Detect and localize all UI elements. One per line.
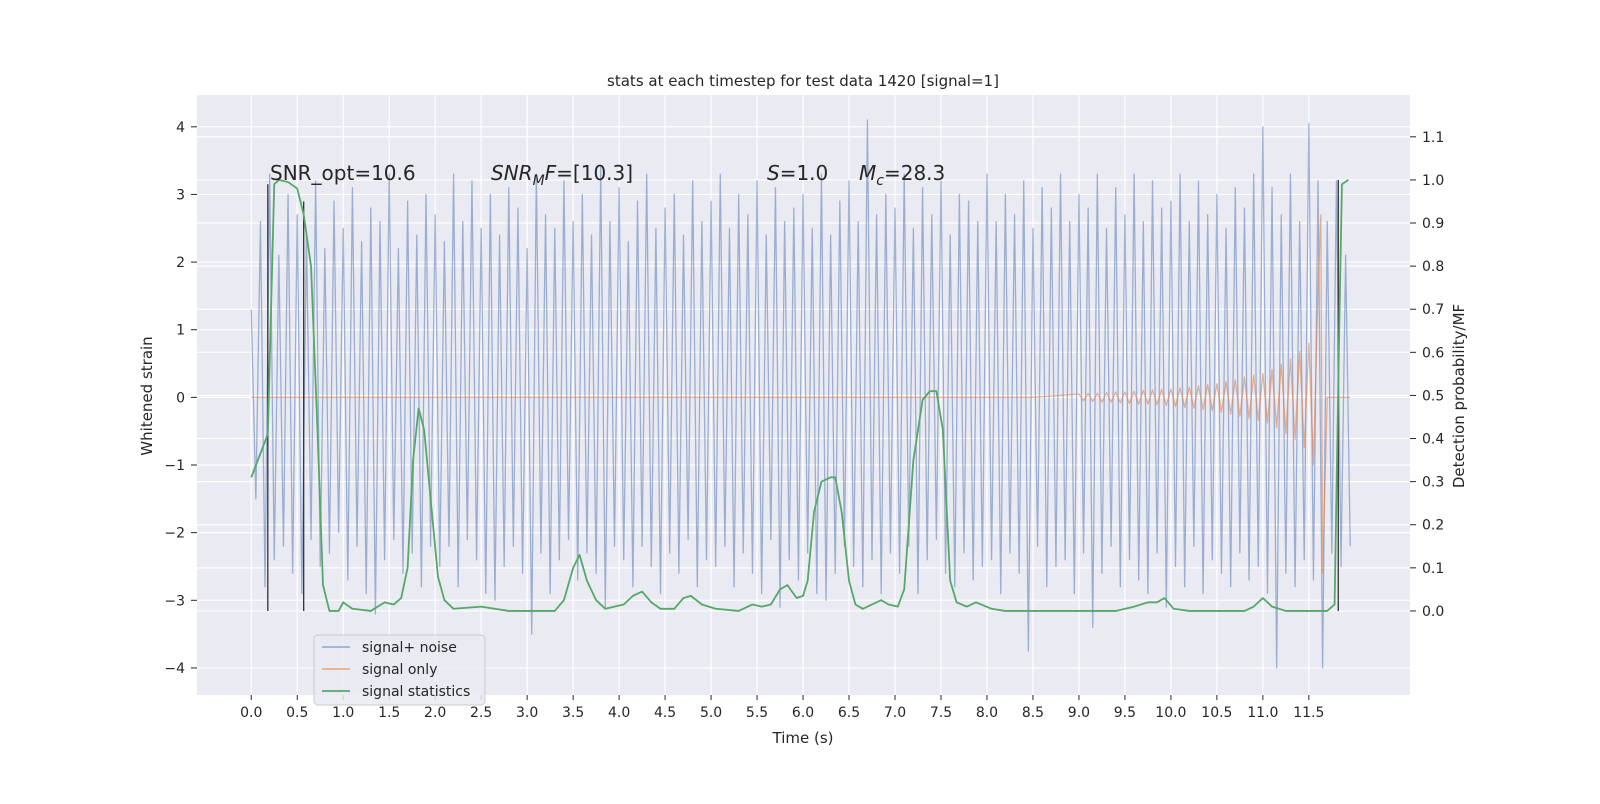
y-axis-label: Whitened strain (138, 336, 156, 455)
plot-marks (250, 119, 1351, 669)
x-tick-label: 5.0 (700, 705, 722, 721)
x-tick-label: 2.5 (470, 705, 492, 721)
x-tick-label: 2.0 (424, 705, 446, 721)
legend-label: signal statistics (362, 684, 470, 700)
x-tick-label: 1.5 (378, 705, 400, 721)
x-tick-label: 1.0 (332, 705, 354, 721)
y2-tick-label: 0.5 (1422, 388, 1444, 404)
y-tick-label: −3 (164, 593, 185, 609)
y2-tick-label: 0.2 (1422, 518, 1444, 534)
annotation-part: SNR (491, 161, 533, 185)
annotation: Mc=28.3 (859, 161, 945, 189)
x-tick-label: 7.0 (884, 705, 906, 721)
annotation: SNR_opt=10.6 (270, 161, 416, 185)
x-axis-label: Time (s) (772, 729, 834, 747)
y-tick-label: −1 (164, 458, 185, 474)
x-tick-label: 4.5 (654, 705, 676, 721)
legend-label: signal+ noise (362, 640, 457, 656)
y2-tick-label: 0.7 (1422, 302, 1444, 318)
x-tick-label: 0.0 (240, 705, 262, 721)
legend-box (313, 634, 486, 706)
ticks: 0.0 0.5 1.0 1.5 2.0 2.5 3.0 3.5 4.0 4.5 5.0 5.5 6.0 6… (164, 120, 1444, 721)
x-tick-label: 8.0 (976, 705, 998, 721)
annotation-part: M (859, 161, 876, 185)
x-tick-label: 6.0 (792, 705, 814, 721)
x-tick-label: 9.0 (1068, 705, 1090, 721)
x-tick-label: 11.0 (1247, 705, 1278, 721)
x-tick-label: 7.5 (930, 705, 952, 721)
x-tick-label: 4.0 (608, 705, 630, 721)
y-tick-label: 1 (176, 323, 185, 339)
x-tick-label: 8.5 (1022, 705, 1044, 721)
chart-title: stats at each timestep for test data 142… (607, 72, 999, 90)
y2-tick-label: 1.0 (1422, 173, 1444, 189)
x-tick-label: 3.5 (562, 705, 584, 721)
annotation-part: =1.0 (780, 161, 829, 185)
annotation: SNRMF=[10.3] (491, 161, 633, 189)
x-tick-label: 6.5 (838, 705, 860, 721)
annotations: SNR_opt=10.6 SNRMF=[10.3] S=1.0 Mc=28.3 (270, 161, 945, 189)
x-tick-label: 9.5 (1114, 705, 1136, 721)
y-tick-label: 4 (176, 120, 185, 136)
y-tick-label: −4 (164, 661, 185, 677)
x-tick-label: 11.5 (1293, 705, 1324, 721)
y2-tick-label: 0.1 (1422, 561, 1444, 577)
y2-axis-label: Detection probability/MF (1450, 304, 1468, 488)
x-tick-label: 0.5 (286, 705, 308, 721)
x-tick-label: 10.5 (1201, 705, 1232, 721)
legend-label: signal only (362, 662, 437, 678)
annotation-part: c (876, 173, 884, 189)
y2-tick-label: 0.4 (1422, 432, 1444, 448)
series-line (250, 179, 1349, 612)
annotation-part: S (767, 161, 780, 185)
y-tick-label: 0 (176, 390, 185, 406)
annotation-part: =28.3 (884, 161, 945, 185)
y2-tick-label: 0.3 (1422, 475, 1444, 491)
y-tick-label: −2 (164, 526, 185, 542)
y2-tick-label: 0.0 (1422, 604, 1444, 620)
x-tick-label: 3.0 (516, 705, 538, 721)
y-tick-label: 3 (176, 187, 185, 203)
series-line (251, 214, 1351, 574)
series-line (250, 119, 1351, 669)
y-tick-label: 2 (176, 255, 185, 271)
legend: signal+ noise signal only signal statistic… (313, 634, 486, 706)
annotation-part: F (545, 161, 557, 185)
annotation: S=1.0 (767, 161, 828, 185)
y2-tick-label: 1.1 (1422, 130, 1444, 146)
annotation-part: M (533, 173, 545, 189)
y2-tick-label: 0.6 (1422, 345, 1444, 361)
annotation-part: SNR_opt=10.6 (270, 161, 416, 185)
y2-tick-label: 0.9 (1422, 216, 1444, 232)
annotation-part: =[10.3] (556, 161, 633, 185)
y2-tick-label: 0.8 (1422, 259, 1444, 275)
x-tick-label: 10.0 (1155, 705, 1186, 721)
x-tick-label: 5.5 (746, 705, 768, 721)
